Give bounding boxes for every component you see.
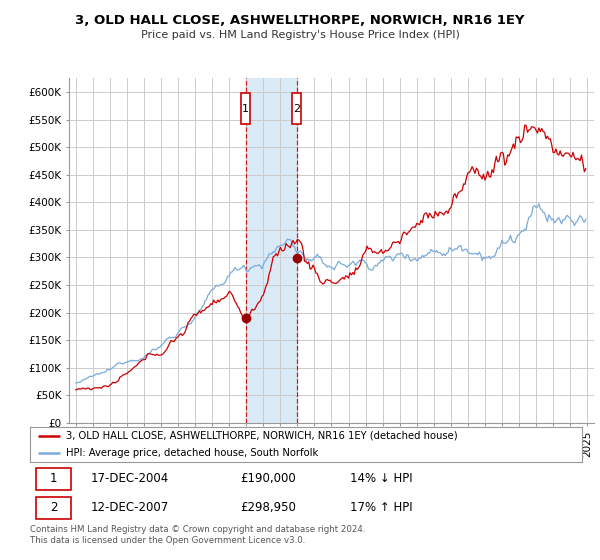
Text: 3, OLD HALL CLOSE, ASHWELLTHORPE, NORWICH, NR16 1EY (detached house): 3, OLD HALL CLOSE, ASHWELLTHORPE, NORWIC… [66,431,458,441]
Text: Price paid vs. HM Land Registry's House Price Index (HPI): Price paid vs. HM Land Registry's House … [140,30,460,40]
Text: 12-DEC-2007: 12-DEC-2007 [91,501,169,514]
Bar [35,468,71,490]
Bar [245,78,296,423]
Text: 1: 1 [50,473,57,486]
Text: 3, OLD HALL CLOSE, ASHWELLTHORPE, NORWICH, NR16 1EY: 3, OLD HALL CLOSE, ASHWELLTHORPE, NORWIC… [75,14,525,27]
Bar [292,94,301,124]
Text: £298,950: £298,950 [240,501,296,514]
Text: 14% ↓ HPI: 14% ↓ HPI [350,473,413,486]
Text: £190,000: £190,000 [240,473,296,486]
Text: 2: 2 [50,501,57,514]
Bar [35,497,71,519]
Text: 2: 2 [293,104,300,114]
Text: Contains HM Land Registry data © Crown copyright and database right 2024.
This d: Contains HM Land Registry data © Crown c… [30,525,365,545]
Text: 1: 1 [242,104,249,114]
Bar [241,94,250,124]
Text: 17-DEC-2004: 17-DEC-2004 [91,473,169,486]
Text: HPI: Average price, detached house, South Norfolk: HPI: Average price, detached house, Sout… [66,449,318,458]
Text: 17% ↑ HPI: 17% ↑ HPI [350,501,413,514]
